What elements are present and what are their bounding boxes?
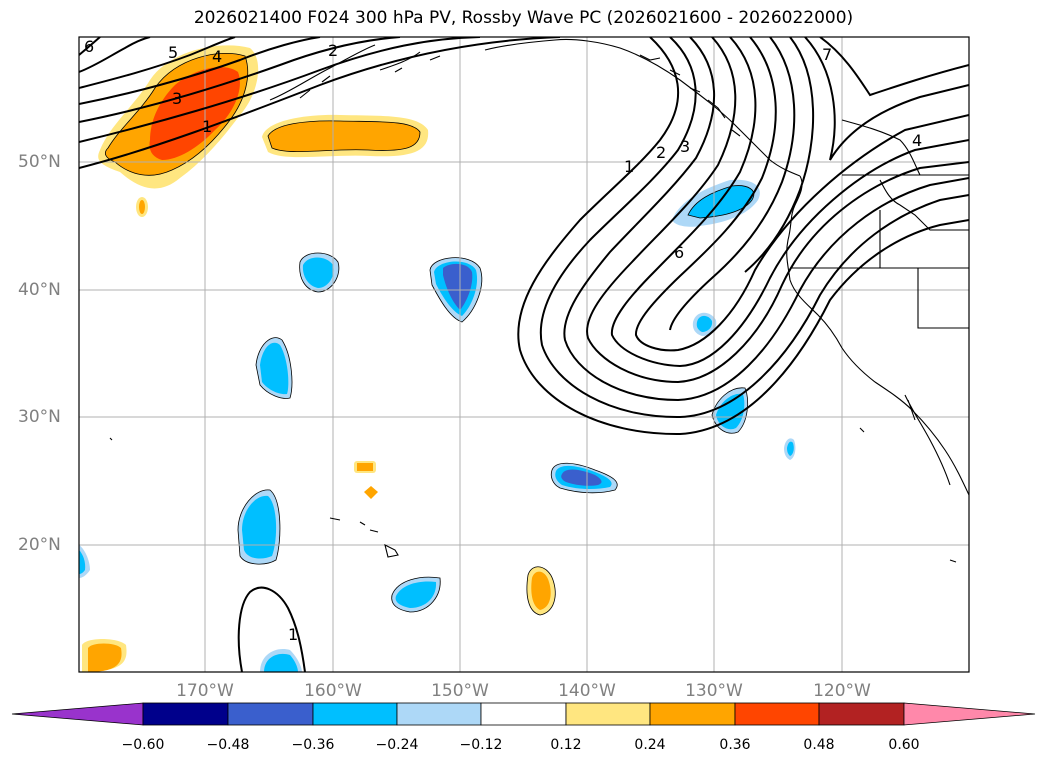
contour-label: 1 bbox=[202, 117, 212, 136]
contour-label: 6 bbox=[674, 243, 684, 262]
colorbar-extend-high bbox=[903, 702, 1036, 726]
contour-line bbox=[586, 37, 969, 384]
contour-line bbox=[610, 37, 969, 368]
contour-label: 7 bbox=[822, 45, 832, 64]
contour-line bbox=[79, 37, 321, 105]
contour-label: 3 bbox=[172, 89, 182, 108]
colorbar-tick: 0.12 bbox=[550, 737, 582, 753]
contour-line bbox=[79, 37, 101, 56]
contour-line bbox=[237, 586, 306, 672]
colorbar-bin bbox=[480, 702, 567, 726]
contour-line bbox=[79, 37, 401, 123]
colorbar-tick: −0.36 bbox=[291, 737, 335, 753]
contour-line bbox=[634, 37, 969, 352]
colorbar-tick: −0.60 bbox=[121, 737, 165, 753]
colorbar-bin bbox=[565, 702, 651, 726]
contour-line bbox=[79, 37, 236, 89]
graticule bbox=[79, 37, 969, 672]
lat-label-40N: 40°N bbox=[18, 280, 61, 300]
map-title: 2026021400 F024 300 hPa PV, Rossby Wave … bbox=[193, 8, 854, 28]
colorbar-tick: 0.36 bbox=[719, 737, 751, 753]
contour-labels: 6 5 4 3 1 2 7 1 2 3 4 6 1 bbox=[84, 37, 922, 644]
contour-label: 5 bbox=[168, 43, 178, 62]
contour-line bbox=[563, 37, 969, 402]
colorbar-tick: −0.48 bbox=[206, 737, 250, 753]
pv-anomaly-fills bbox=[79, 45, 796, 672]
positive-anomaly-band-core bbox=[268, 120, 420, 152]
positive-anomaly-sw-core bbox=[88, 643, 122, 672]
contour-label: 1 bbox=[624, 157, 634, 176]
lon-label-120W: 120°W bbox=[813, 681, 871, 701]
lon-label-150W: 150°W bbox=[431, 681, 489, 701]
contour-label: 1 bbox=[288, 625, 298, 644]
colorbar-extend-low bbox=[11, 702, 144, 726]
lat-label-30N: 30°N bbox=[18, 407, 61, 427]
plot-frame bbox=[78, 36, 970, 673]
colorbar bbox=[11, 702, 1036, 726]
contour-line bbox=[79, 37, 151, 73]
contour-label: 6 bbox=[84, 37, 94, 56]
colorbar-bin bbox=[396, 702, 482, 726]
colorbar-bin bbox=[649, 702, 736, 726]
contour-label: 3 bbox=[680, 137, 690, 156]
positive-anomaly-south-core bbox=[531, 571, 551, 610]
colorbar-tick: −0.12 bbox=[459, 737, 503, 753]
colorbar-bin bbox=[312, 702, 398, 726]
lat-label-20N: 20°N bbox=[18, 535, 61, 555]
lon-label-130W: 130°W bbox=[685, 681, 743, 701]
contour-line bbox=[517, 37, 969, 436]
contour-line bbox=[79, 37, 481, 143]
contour-line bbox=[539, 37, 969, 419]
lon-label-140W: 140°W bbox=[558, 681, 616, 701]
positive-anomaly-spot bbox=[364, 486, 378, 499]
colorbar-bin bbox=[734, 702, 820, 726]
contour-label: 4 bbox=[212, 47, 222, 66]
lat-label-50N: 50°N bbox=[18, 152, 61, 172]
contour-label: 4 bbox=[912, 131, 922, 150]
colorbar-bin bbox=[227, 702, 314, 726]
coastlines bbox=[109, 38, 969, 563]
colorbar-bin bbox=[142, 702, 229, 726]
lon-label-170W: 170°W bbox=[176, 681, 234, 701]
contour-line bbox=[669, 37, 796, 331]
rossby-wave-contours bbox=[79, 37, 969, 672]
colorbar-tick: −0.24 bbox=[375, 737, 419, 753]
colorbar-tick: 0.60 bbox=[888, 737, 920, 753]
contour-line bbox=[744, 37, 969, 273]
contour-line bbox=[819, 37, 969, 97]
contour-line bbox=[79, 37, 561, 169]
lon-label-160W: 160°W bbox=[304, 681, 362, 701]
positive-anomaly-nw-core bbox=[149, 67, 240, 160]
contour-label: 2 bbox=[328, 41, 338, 60]
colorbar-bin bbox=[818, 702, 905, 726]
contour-label: 2 bbox=[656, 143, 666, 162]
colorbar-tick: 0.48 bbox=[803, 737, 835, 753]
colorbar-tick: 0.24 bbox=[634, 737, 666, 753]
